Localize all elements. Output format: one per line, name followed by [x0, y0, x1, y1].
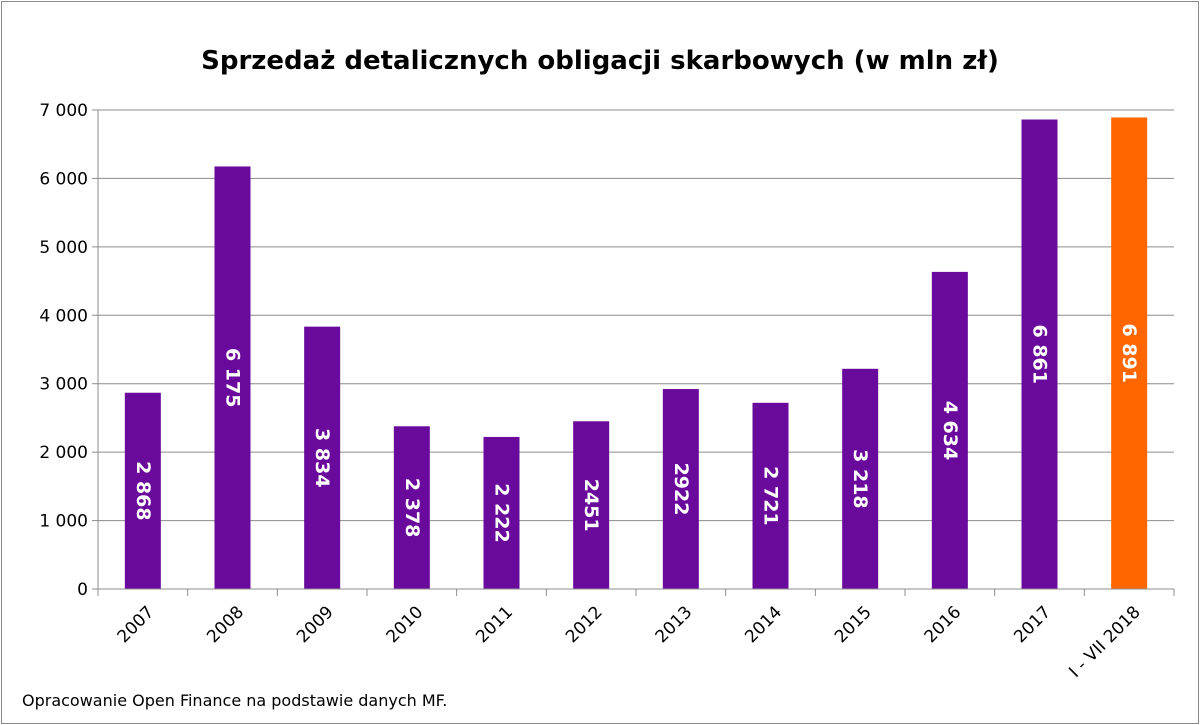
bar	[1021, 119, 1058, 590]
x-tick-label: 2016	[921, 602, 966, 647]
data-label: 3 834	[311, 428, 333, 488]
bar	[752, 402, 789, 589]
x-tick-label: 2009	[293, 602, 338, 647]
y-tick-label: 7 000	[39, 101, 88, 121]
bar	[483, 436, 520, 589]
x-tick-label: 2007	[114, 602, 159, 647]
data-label: 6 175	[222, 348, 244, 408]
y-tick-label: 4 000	[39, 306, 88, 326]
x-tick-label: 2017	[1010, 602, 1055, 647]
bars	[124, 117, 1148, 590]
data-label: 6 891	[1118, 323, 1140, 383]
gridlines	[98, 109, 1174, 522]
data-label: 2 868	[132, 461, 154, 520]
bar	[124, 392, 161, 589]
bar	[1111, 117, 1148, 590]
y-tick-label: 1 000	[39, 512, 88, 532]
data-label: 3 218	[849, 449, 871, 509]
data-label: 2 222	[491, 483, 513, 542]
y-tick-label: 6 000	[39, 169, 88, 189]
bar	[573, 421, 610, 589]
data-label: 6 861	[1029, 325, 1051, 385]
x-tick-label: 2008	[203, 602, 248, 647]
bar	[931, 271, 968, 589]
x-tick-label: 2014	[741, 602, 786, 647]
y-tick-label: 5 000	[39, 238, 88, 258]
x-tick-label: 2012	[562, 602, 607, 647]
x-tick-label: 2015	[831, 602, 876, 647]
bar	[214, 166, 251, 590]
y-tick-label: 2 000	[39, 443, 88, 463]
bar	[304, 326, 341, 589]
y-tick-label: 0	[77, 580, 88, 600]
source-note: Opracowanie Open Finance na podstawie da…	[22, 691, 447, 710]
x-tick-label: I - VII 2018	[1065, 602, 1144, 681]
labels: 0 1 000 2 000 3 000 4 000 5 000 6 000 7 000 2 86…	[39, 101, 1144, 682]
x-tick-label: 2011	[472, 602, 517, 647]
data-label: 4 634	[939, 401, 961, 461]
chart-title: Sprzedaż detalicznych obligacji skarbowy…	[201, 46, 999, 76]
x-tick-label: 2010	[383, 602, 428, 647]
y-tick-label: 3 000	[39, 375, 88, 395]
bar	[393, 426, 430, 589]
data-label: 2922	[670, 463, 692, 516]
data-label: 2451	[580, 479, 602, 532]
axes	[92, 109, 1175, 596]
x-tick-label: 2013	[652, 602, 697, 647]
data-label: 2 378	[401, 478, 423, 538]
data-label: 2 721	[760, 466, 782, 526]
bar	[662, 389, 699, 589]
bar	[842, 368, 879, 589]
